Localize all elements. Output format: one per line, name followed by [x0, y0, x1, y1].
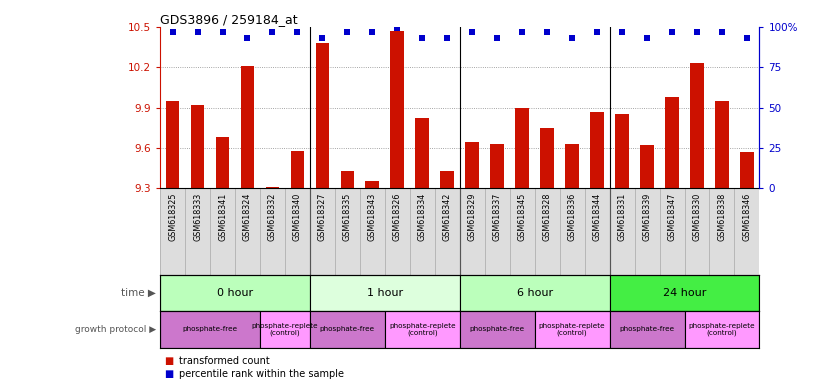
- Text: percentile rank within the sample: percentile rank within the sample: [179, 369, 344, 379]
- Bar: [440, 170, 454, 188]
- Text: transformed count: transformed count: [179, 356, 270, 366]
- Text: ■: ■: [164, 369, 173, 379]
- Text: GSM618325: GSM618325: [168, 192, 177, 241]
- Bar: [609, 275, 759, 311]
- Bar: [490, 144, 504, 188]
- Text: GSM618335: GSM618335: [343, 192, 352, 241]
- Bar: [609, 311, 685, 348]
- Bar: [315, 43, 329, 188]
- Bar: [160, 275, 310, 311]
- Bar: [310, 311, 385, 348]
- Text: GSM618334: GSM618334: [418, 192, 427, 241]
- Text: GSM618338: GSM618338: [718, 192, 727, 241]
- Text: GSM618333: GSM618333: [193, 192, 202, 241]
- Bar: [640, 145, 654, 188]
- Text: time ▶: time ▶: [122, 288, 156, 298]
- Text: GSM618344: GSM618344: [593, 192, 602, 241]
- Bar: [534, 311, 609, 348]
- Bar: [460, 275, 609, 311]
- Bar: [260, 311, 310, 348]
- Text: phosphate-free: phosphate-free: [470, 326, 525, 332]
- Bar: [391, 31, 404, 188]
- Text: GSM618332: GSM618332: [268, 192, 277, 241]
- Bar: [740, 152, 754, 188]
- Text: phosphate-replete
(control): phosphate-replete (control): [539, 323, 605, 336]
- Bar: [715, 101, 729, 188]
- Text: phosphate-replete
(control): phosphate-replete (control): [389, 323, 456, 336]
- Text: GSM618326: GSM618326: [392, 192, 401, 241]
- Text: GSM618328: GSM618328: [543, 192, 552, 241]
- Text: phosphate-free: phosphate-free: [320, 326, 375, 332]
- Text: GSM618346: GSM618346: [742, 192, 751, 241]
- Text: GSM618324: GSM618324: [243, 192, 252, 241]
- Bar: [466, 142, 479, 188]
- Bar: [516, 108, 529, 188]
- Text: 24 hour: 24 hour: [663, 288, 706, 298]
- Text: phosphate-replete
(control): phosphate-replete (control): [252, 323, 319, 336]
- Bar: [365, 182, 379, 188]
- Bar: [615, 114, 629, 188]
- Bar: [685, 311, 759, 348]
- Text: GDS3896 / 259184_at: GDS3896 / 259184_at: [160, 13, 298, 26]
- Text: 0 hour: 0 hour: [217, 288, 253, 298]
- Bar: [241, 66, 255, 188]
- Bar: [160, 311, 260, 348]
- Bar: [415, 118, 429, 188]
- Text: GSM618336: GSM618336: [567, 192, 576, 241]
- Text: GSM618329: GSM618329: [468, 192, 477, 241]
- Bar: [190, 105, 204, 188]
- Bar: [310, 275, 460, 311]
- Text: GSM618327: GSM618327: [318, 192, 327, 241]
- Bar: [460, 311, 534, 348]
- Text: GSM618331: GSM618331: [617, 192, 626, 241]
- Bar: [266, 187, 279, 188]
- Bar: [166, 101, 180, 188]
- Text: phosphate-free: phosphate-free: [182, 326, 237, 332]
- Text: ■: ■: [164, 356, 173, 366]
- Text: GSM618345: GSM618345: [518, 192, 527, 241]
- Text: GSM618343: GSM618343: [368, 192, 377, 241]
- Text: GSM618339: GSM618339: [643, 192, 652, 241]
- Bar: [566, 144, 579, 188]
- Text: GSM618347: GSM618347: [667, 192, 677, 241]
- Text: GSM618340: GSM618340: [293, 192, 302, 241]
- Text: phosphate-replete
(control): phosphate-replete (control): [689, 323, 755, 336]
- Text: phosphate-free: phosphate-free: [620, 326, 675, 332]
- Bar: [385, 311, 460, 348]
- Text: GSM618330: GSM618330: [692, 192, 701, 241]
- Bar: [341, 170, 354, 188]
- Bar: [216, 137, 229, 188]
- Bar: [690, 63, 704, 188]
- Text: GSM618342: GSM618342: [443, 192, 452, 241]
- Text: 1 hour: 1 hour: [367, 288, 403, 298]
- Text: growth protocol ▶: growth protocol ▶: [75, 325, 156, 334]
- Bar: [540, 127, 554, 188]
- Bar: [665, 97, 679, 188]
- Text: GSM618341: GSM618341: [218, 192, 227, 241]
- Bar: [291, 151, 305, 188]
- Text: 6 hour: 6 hour: [516, 288, 553, 298]
- Text: GSM618337: GSM618337: [493, 192, 502, 241]
- Bar: [590, 112, 604, 188]
